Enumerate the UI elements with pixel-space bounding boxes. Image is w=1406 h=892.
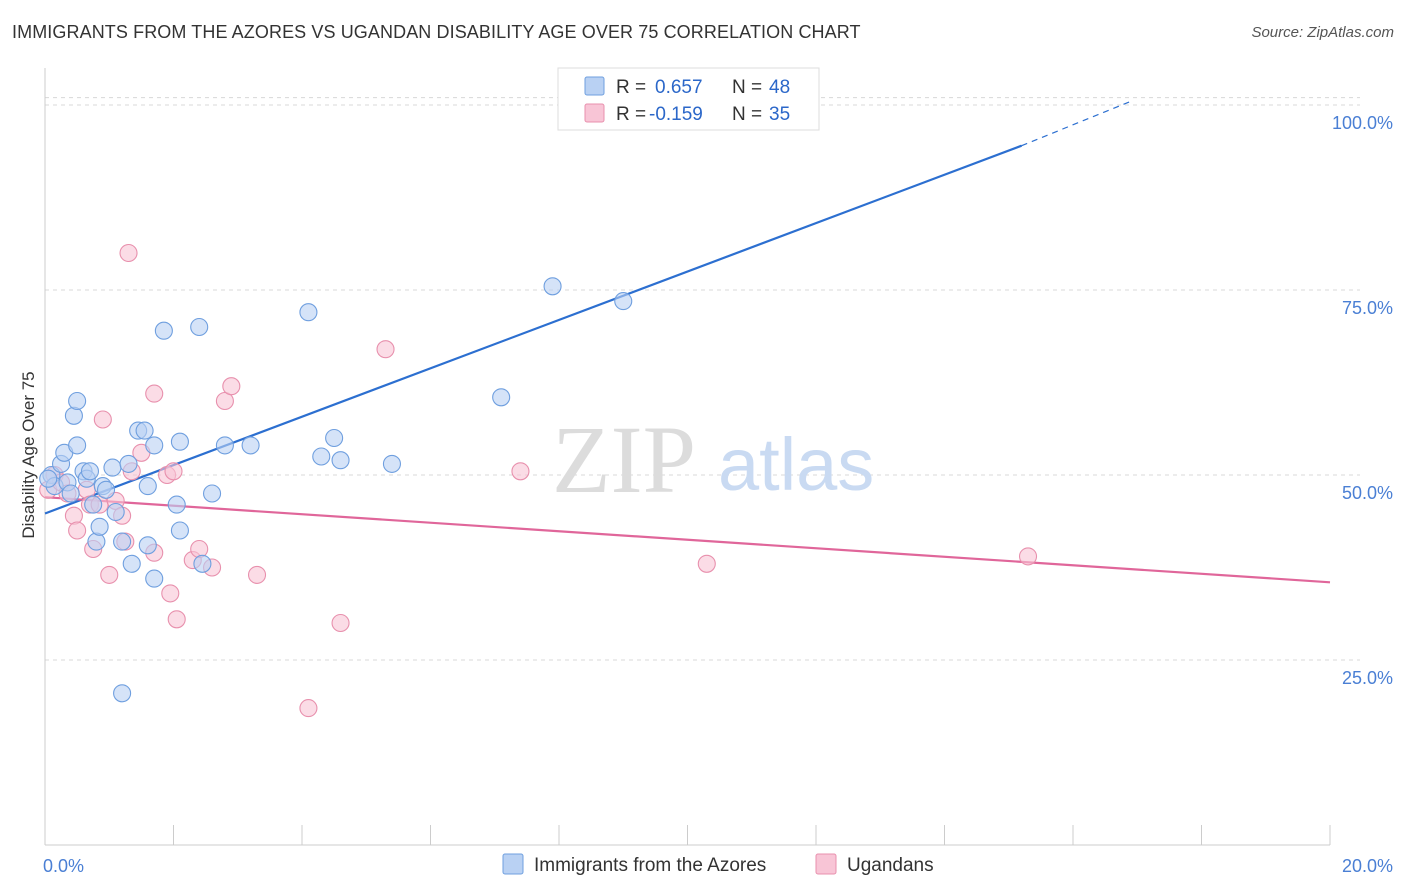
legend-n-value-ugandans: 35 bbox=[769, 104, 790, 125]
point-ugandans bbox=[190, 539, 209, 559]
point-ugandans bbox=[68, 521, 87, 540]
point-azores bbox=[119, 454, 138, 473]
point-ugandans bbox=[100, 565, 119, 584]
points-layer bbox=[39, 88, 1038, 718]
point-azores bbox=[96, 480, 116, 499]
point-ugandans bbox=[331, 613, 350, 633]
legend-r-value-azores: 0.657 bbox=[655, 77, 703, 98]
point-ugandans bbox=[247, 565, 267, 584]
grid-layer bbox=[45, 97, 1360, 661]
point-azores bbox=[145, 569, 164, 588]
point-ugandans bbox=[167, 610, 186, 629]
point-ugandans bbox=[222, 377, 241, 396]
legend-r-label-ugandans: R = bbox=[616, 104, 646, 125]
point-azores bbox=[299, 303, 318, 322]
bottom-legend: Immigrants from the Azores Ugandans bbox=[502, 853, 934, 876]
point-azores bbox=[167, 495, 186, 514]
point-ugandans bbox=[161, 584, 180, 603]
legend-swatch-azores bbox=[584, 76, 605, 96]
point-azores bbox=[241, 436, 260, 455]
point-azores bbox=[138, 536, 157, 555]
point-ugandans bbox=[64, 506, 83, 525]
point-azores bbox=[138, 477, 157, 496]
legend-n-label-azores: N = bbox=[732, 77, 762, 98]
source-label: Source: ZipAtlas.com bbox=[1251, 24, 1394, 41]
point-azores bbox=[84, 495, 103, 514]
trend-line-ugandans bbox=[44, 496, 1331, 584]
point-azores bbox=[135, 421, 154, 440]
point-ugandans bbox=[1018, 547, 1038, 566]
bottom-legend-label-azores: Immigrants from the Azores bbox=[534, 855, 766, 876]
point-azores bbox=[145, 436, 164, 455]
legend: R = 0.657 N = 48 R = -0.159 N = 35 bbox=[557, 67, 820, 131]
trend-layer bbox=[44, 100, 1331, 584]
y-tick-label: 25.0% bbox=[1342, 668, 1393, 688]
y-axis-label: Disability Age Over 75 bbox=[19, 371, 38, 538]
legend-n-value-azores: 48 bbox=[769, 77, 790, 98]
bottom-legend-swatch-ugandans bbox=[815, 853, 837, 875]
point-azores bbox=[203, 484, 222, 503]
watermark-atlas: atlas bbox=[718, 423, 874, 506]
point-azores bbox=[68, 391, 87, 411]
point-azores bbox=[64, 406, 83, 425]
point-azores bbox=[543, 277, 562, 296]
point-azores bbox=[382, 454, 402, 473]
point-azores bbox=[170, 432, 189, 451]
point-azores bbox=[113, 684, 132, 703]
bottom-legend-swatch-azores bbox=[502, 853, 524, 875]
legend-r-label-azores: R = bbox=[616, 77, 646, 98]
x-tick-label: 20.0% bbox=[1342, 856, 1393, 876]
y-tick-label: 75.0% bbox=[1342, 298, 1393, 318]
point-azores bbox=[193, 554, 212, 573]
point-azores bbox=[492, 388, 511, 407]
point-azores bbox=[113, 532, 132, 551]
point-azores bbox=[106, 502, 125, 522]
point-ugandans bbox=[376, 340, 395, 359]
point-azores bbox=[61, 484, 80, 503]
point-ugandans bbox=[697, 554, 716, 573]
point-azores bbox=[312, 447, 331, 466]
point-azores bbox=[68, 436, 87, 455]
point-azores bbox=[87, 532, 106, 551]
y-tick-label: 100.0% bbox=[1332, 113, 1393, 133]
legend-r-value-ugandans: -0.159 bbox=[649, 104, 703, 125]
point-ugandans bbox=[93, 410, 112, 429]
bottom-legend-label-ugandans: Ugandans bbox=[847, 855, 934, 876]
legend-swatch-ugandans bbox=[584, 103, 605, 123]
point-ugandans bbox=[164, 462, 183, 481]
chart-title: IMMIGRANTS FROM THE AZORES VS UGANDAN DI… bbox=[12, 22, 861, 42]
trend-line-azores bbox=[44, 144, 1022, 515]
x-tick-label: 0.0% bbox=[43, 856, 84, 876]
watermark-zip: ZIP bbox=[552, 406, 696, 513]
legend-n-label-ugandans: N = bbox=[732, 104, 762, 125]
trend-line-extension-azores bbox=[1021, 100, 1132, 147]
point-azores bbox=[614, 292, 633, 311]
point-ugandans bbox=[299, 699, 318, 718]
point-azores bbox=[39, 469, 58, 488]
point-azores bbox=[103, 458, 122, 477]
point-azores bbox=[215, 436, 234, 455]
point-azores bbox=[154, 321, 173, 340]
point-azores bbox=[170, 521, 189, 540]
point-ugandans bbox=[145, 384, 164, 403]
point-azores bbox=[80, 462, 100, 481]
y-tick-label: 50.0% bbox=[1342, 483, 1393, 503]
point-ugandans bbox=[511, 462, 530, 481]
point-azores bbox=[331, 451, 350, 470]
point-azores bbox=[90, 517, 109, 536]
axis-layer: 25.0% 50.0% 75.0% 100.0% 0.0% 20.0% bbox=[43, 68, 1393, 876]
point-azores bbox=[122, 554, 141, 573]
point-azores bbox=[190, 317, 209, 337]
watermark: ZIP atlas bbox=[552, 406, 874, 513]
point-ugandans bbox=[119, 243, 138, 263]
point-azores bbox=[325, 428, 344, 448]
